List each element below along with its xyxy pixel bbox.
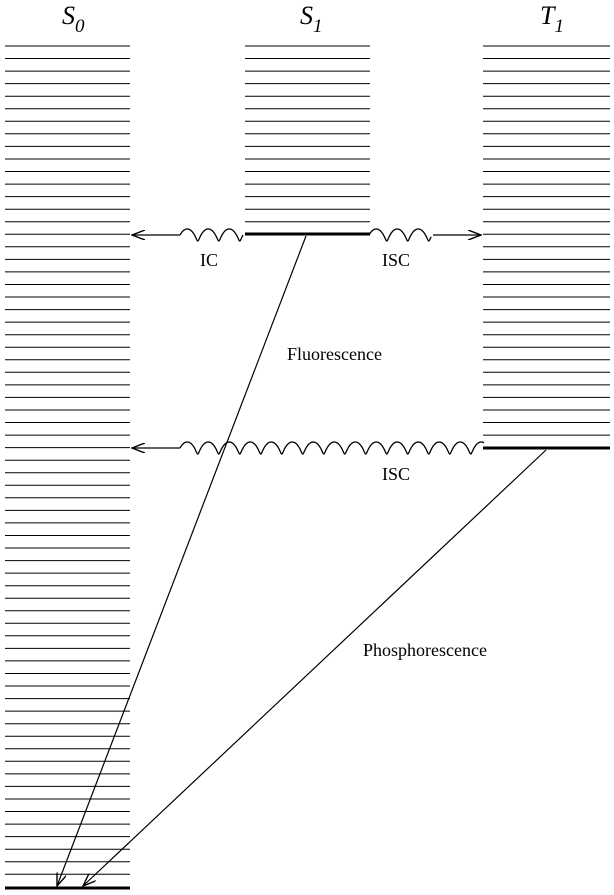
ic-wavy-line xyxy=(179,228,244,242)
phosphorescence-arrow xyxy=(83,449,547,886)
isc-t1-s0-label: ISC xyxy=(382,464,410,484)
state-label-s1: S1 xyxy=(300,1,323,37)
fluorescence-arrow xyxy=(57,235,307,886)
isc-t1-s0-wavy-line xyxy=(179,441,485,455)
isc-s1-t1-label: ISC xyxy=(382,250,410,270)
state-label-t1: T1 xyxy=(540,1,564,37)
phosphorescence-label: Phosphorescence xyxy=(363,640,487,660)
fluorescence-label: Fluorescence xyxy=(287,344,382,364)
s0-vibrational-levels xyxy=(5,45,130,875)
t1-vibrational-levels xyxy=(483,45,610,436)
ic-label: IC xyxy=(200,250,218,270)
s1-vibrational-levels xyxy=(245,45,370,223)
isc-s1-t1-wavy-line xyxy=(368,228,432,242)
state-label-s0: S0 xyxy=(62,1,85,37)
